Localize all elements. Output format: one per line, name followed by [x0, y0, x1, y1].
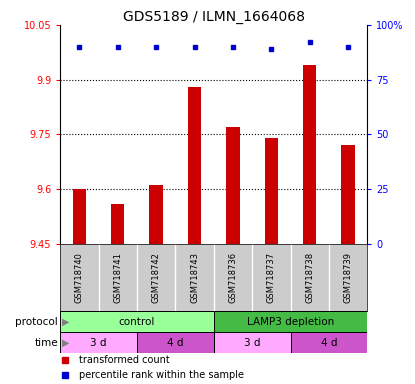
Text: 3 d: 3 d [244, 338, 260, 348]
Text: transformed count: transformed count [78, 356, 169, 366]
Bar [265, 138, 278, 244]
Bar [188, 87, 201, 244]
Text: 4 d: 4 d [167, 338, 183, 348]
Text: ▶: ▶ [62, 316, 70, 327]
Bar [214, 311, 367, 332]
Text: ▶: ▶ [62, 338, 70, 348]
Text: LAMP3 depletion: LAMP3 depletion [247, 316, 334, 327]
Text: GSM718739: GSM718739 [344, 252, 353, 303]
Text: GSM718741: GSM718741 [113, 252, 122, 303]
Text: GSM718737: GSM718737 [267, 252, 276, 303]
Text: GSM718740: GSM718740 [75, 252, 84, 303]
Bar [149, 185, 163, 244]
Title: GDS5189 / ILMN_1664068: GDS5189 / ILMN_1664068 [123, 10, 305, 24]
Bar [342, 145, 355, 244]
Text: GSM718742: GSM718742 [151, 252, 161, 303]
Bar [290, 332, 367, 353]
Bar [214, 332, 290, 353]
Bar [60, 332, 137, 353]
Text: control: control [119, 316, 155, 327]
Bar [60, 311, 214, 332]
Text: percentile rank within the sample: percentile rank within the sample [78, 370, 244, 380]
Bar [111, 204, 124, 244]
Text: 3 d: 3 d [90, 338, 107, 348]
Text: time: time [34, 338, 58, 348]
Bar [73, 189, 86, 244]
Text: GSM718743: GSM718743 [190, 252, 199, 303]
Bar [303, 65, 316, 244]
Text: protocol: protocol [15, 316, 58, 327]
Text: 4 d: 4 d [321, 338, 337, 348]
Text: GSM718738: GSM718738 [305, 252, 314, 303]
Text: GSM718736: GSM718736 [228, 252, 237, 303]
Bar [226, 127, 239, 244]
Bar [137, 332, 214, 353]
